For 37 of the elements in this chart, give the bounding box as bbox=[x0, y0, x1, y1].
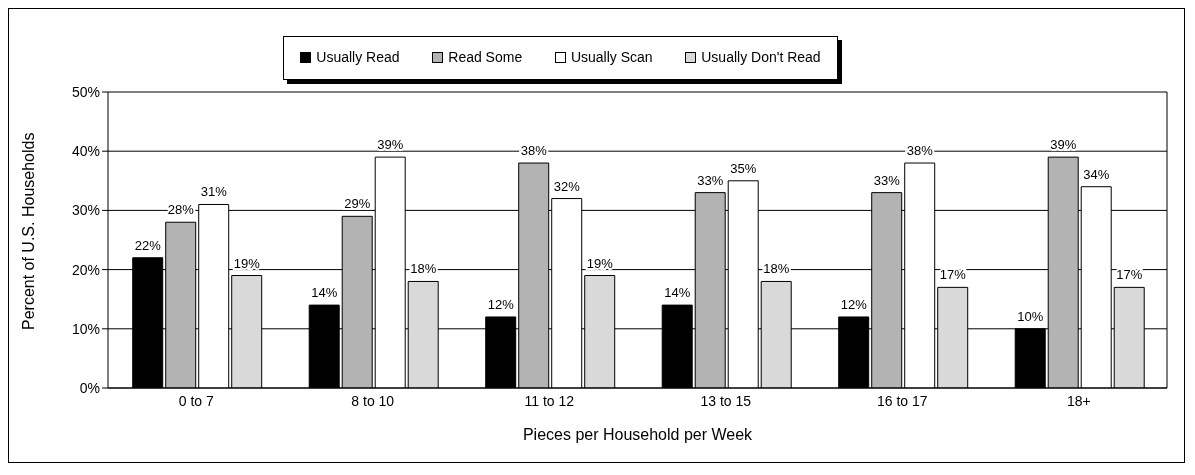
data-label: 12% bbox=[840, 296, 868, 312]
x-axis-title: Pieces per Household per Week bbox=[522, 426, 754, 443]
data-label: 33% bbox=[873, 172, 901, 188]
data-label: 10% bbox=[1017, 308, 1044, 324]
y-tick-label: 0% bbox=[79, 379, 100, 396]
data-label: 29% bbox=[344, 196, 371, 212]
legend-label: Usually Don't Read bbox=[700, 49, 821, 65]
x-tick-label: 0 to 7 bbox=[178, 392, 214, 409]
x-tick-label: 13 to 15 bbox=[700, 392, 752, 409]
y-tick-label: 20% bbox=[71, 261, 100, 278]
x-tick-label: 8 to 10 bbox=[351, 392, 395, 409]
y-tick-label: 10% bbox=[71, 320, 100, 337]
data-label: 22% bbox=[134, 237, 162, 253]
data-label: 34% bbox=[1083, 166, 1110, 182]
data-label: 19% bbox=[586, 255, 614, 271]
data-label: 35% bbox=[730, 160, 757, 176]
legend-label: Usually Scan bbox=[569, 49, 653, 65]
x-tick-label: 11 to 12 bbox=[524, 392, 575, 409]
data-label: 19% bbox=[233, 255, 261, 271]
data-label: 33% bbox=[697, 172, 724, 188]
data-label: 14% bbox=[311, 285, 338, 301]
data-label: 39% bbox=[1050, 137, 1077, 153]
legend-label: Usually Read bbox=[315, 49, 400, 65]
legend-label: Read Some bbox=[447, 49, 523, 65]
data-label: 32% bbox=[553, 178, 581, 194]
y-tick-label: 30% bbox=[71, 202, 100, 219]
x-tick-label: 16 to 17 bbox=[876, 392, 928, 409]
data-label: 31% bbox=[200, 184, 228, 200]
x-tick-label: 18+ bbox=[1066, 392, 1091, 409]
y-tick-label: 40% bbox=[71, 143, 100, 160]
data-label: 39% bbox=[377, 137, 404, 153]
data-label: 17% bbox=[939, 267, 967, 283]
data-label: 14% bbox=[664, 285, 691, 301]
y-axis-title: Percent of U.S. Households bbox=[19, 132, 37, 330]
data-label: 17% bbox=[1116, 267, 1143, 283]
y-tick-label: 50% bbox=[71, 83, 100, 100]
data-label: 12% bbox=[487, 296, 515, 312]
